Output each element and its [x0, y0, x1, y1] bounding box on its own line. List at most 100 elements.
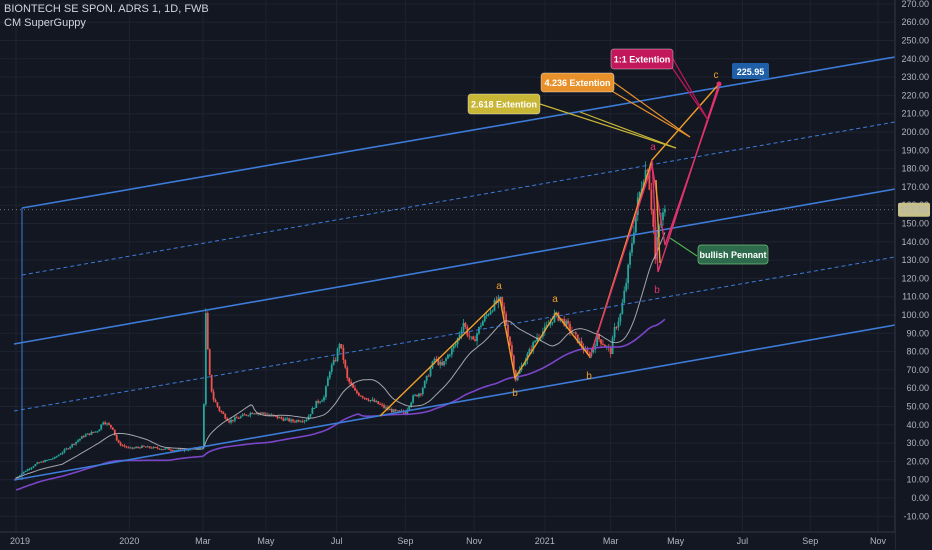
- price-tick-label: 110.00: [902, 292, 929, 302]
- candle-body: [222, 412, 225, 414]
- candle-body: [419, 393, 422, 395]
- candle-body: [416, 394, 418, 397]
- candle-body: [65, 448, 68, 450]
- price-tick-label: 170.00: [901, 182, 929, 192]
- candle-body: [481, 321, 484, 326]
- candle-body: [489, 311, 492, 315]
- time-tick-label: 2021: [535, 536, 555, 546]
- candle-body: [46, 459, 48, 461]
- candle-body: [264, 413, 267, 415]
- candle-body: [514, 370, 517, 381]
- candle-body: [187, 450, 190, 452]
- candle-body: [361, 396, 364, 398]
- candle-body: [36, 462, 39, 465]
- candle-body: [286, 418, 289, 420]
- candle-body: [381, 404, 384, 406]
- time-tick-label: 2020: [119, 536, 139, 546]
- candle-body: [350, 381, 353, 385]
- candle-body: [367, 399, 370, 401]
- time-tick-label: May: [667, 536, 685, 546]
- candle-body: [369, 400, 372, 402]
- candle-body: [55, 456, 58, 458]
- wave-pink-segments: [589, 87, 720, 358]
- candle-body: [139, 447, 141, 449]
- candle-body: [454, 344, 457, 346]
- candle-body: [330, 364, 333, 372]
- price-tick-label: 150.00: [901, 219, 929, 229]
- candle-body: [301, 421, 304, 423]
- candle-body: [408, 406, 411, 410]
- price-tick-label: 130.00: [901, 255, 929, 265]
- candle-body: [648, 170, 651, 190]
- candle-body: [449, 354, 451, 356]
- candle-body: [472, 336, 475, 340]
- candle-body: [144, 446, 147, 448]
- candle-body: [321, 400, 323, 402]
- candle-body: [77, 440, 79, 442]
- candle-body: [49, 459, 52, 461]
- candle-body: [501, 296, 504, 307]
- candle-body: [53, 456, 56, 459]
- candle-body: [71, 444, 74, 447]
- candle-body: [613, 327, 616, 338]
- candle-body: [543, 326, 546, 332]
- callout-1to1-text: 1:1 Extention: [614, 55, 671, 65]
- candle-body: [168, 448, 170, 450]
- channel-median-line: [13, 188, 896, 345]
- candle-body: [464, 323, 467, 327]
- candle-body: [410, 402, 413, 407]
- candle-body: [34, 464, 37, 467]
- candle-body: [67, 448, 70, 450]
- candle-body: [638, 191, 641, 198]
- candle-body: [323, 397, 325, 401]
- candle-body: [487, 314, 490, 316]
- candle-body: [388, 409, 391, 411]
- last-price-badge: [898, 202, 930, 217]
- candle-body: [530, 349, 533, 351]
- candle-body: [276, 415, 279, 419]
- candle-body: [57, 454, 60, 457]
- candle-body: [600, 339, 602, 344]
- wave-label: c: [714, 70, 719, 81]
- candle-body: [160, 449, 163, 451]
- candle-body: [292, 419, 294, 422]
- candle-body: [125, 446, 128, 448]
- candle-body: [437, 359, 440, 365]
- candle-body: [652, 210, 655, 227]
- candle-body: [650, 189, 653, 211]
- channel-upper-mid-line: [21, 121, 896, 276]
- candle-body: [162, 449, 165, 451]
- candle-body: [40, 461, 43, 463]
- candle-body: [24, 471, 27, 473]
- price-tick-label: 20.00: [906, 456, 929, 466]
- candle-body: [88, 433, 91, 435]
- callout-2618-pointer: [539, 103, 677, 149]
- candle-body: [588, 353, 591, 356]
- candle-body: [615, 327, 618, 329]
- candle-body: [104, 422, 107, 425]
- candle-body: [210, 374, 213, 392]
- candle-body: [270, 414, 273, 416]
- time-tick-label: Mar: [195, 536, 211, 546]
- candle-body: [28, 468, 31, 470]
- candle-body: [113, 429, 116, 435]
- time-tick-label: Sep: [397, 536, 413, 546]
- candle-body: [102, 422, 105, 425]
- candle-body: [326, 378, 329, 387]
- candle-body: [243, 414, 246, 416]
- candle-body: [598, 334, 600, 340]
- candle-body: [429, 368, 432, 376]
- candle-body: [133, 447, 136, 449]
- price-tick-label: 190.00: [901, 145, 929, 155]
- candle-body: [142, 445, 145, 447]
- candle-body: [282, 418, 285, 421]
- candle-body: [216, 402, 219, 407]
- candle-body: [309, 414, 312, 417]
- candle-body: [224, 413, 227, 419]
- candle-body: [452, 345, 455, 349]
- candle-body: [441, 361, 444, 366]
- indicator-label[interactable]: CM SuperGuppy: [4, 17, 86, 29]
- candle-body: [633, 232, 635, 244]
